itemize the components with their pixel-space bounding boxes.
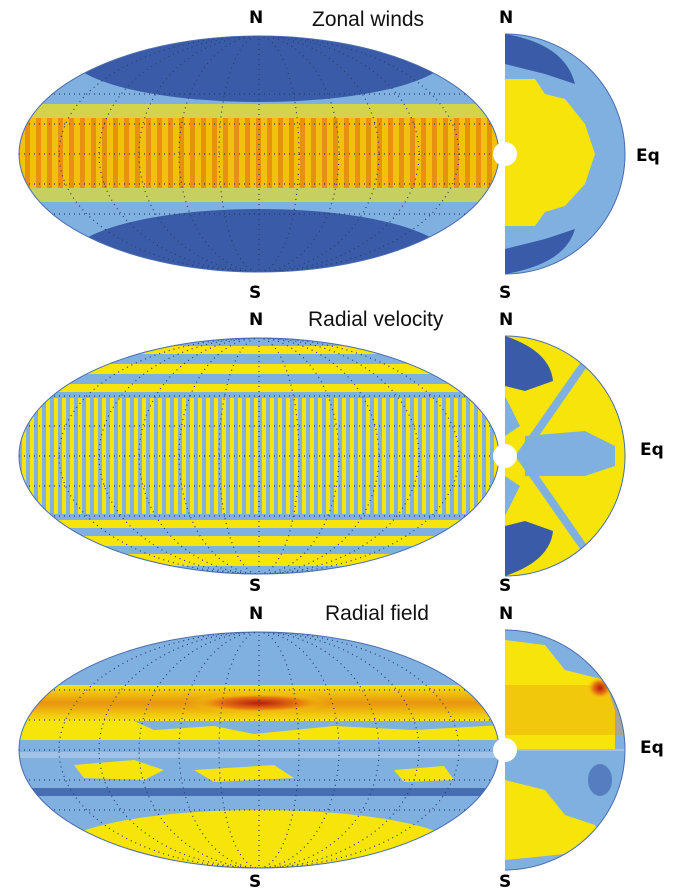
equator-label: Eq [640, 738, 664, 758]
mollweide-map [18, 631, 500, 869]
mollweide-map [18, 337, 500, 575]
map-south-label: S [249, 283, 262, 303]
map-south-label: S [249, 872, 262, 892]
panel-title: Zonal winds [312, 8, 425, 31]
map-south-label: S [249, 576, 262, 596]
meridional-section [493, 33, 626, 275]
map-north-label: N [249, 604, 264, 624]
section-south-label: S [499, 872, 512, 892]
section-north-label: N [499, 310, 514, 330]
map-north-label: N [249, 310, 264, 330]
panel-title: Radial velocity [308, 308, 444, 331]
equator-label: Eq [640, 440, 664, 460]
section-south-label: S [499, 283, 512, 303]
panel-zonal-winds: N Zonal winds N [0, 0, 676, 303]
section-north-label: N [499, 604, 514, 624]
equator-label: Eq [636, 146, 660, 166]
meridional-section [493, 629, 626, 871]
mollweide-map [18, 35, 500, 273]
panel-radial-velocity: N Radial velocity N [0, 300, 676, 600]
section-south-label: S [499, 576, 512, 596]
panel-radial-field: N Radial field N [0, 600, 676, 892]
meridional-section [493, 335, 626, 577]
map-north-label: N [249, 8, 264, 28]
section-north-label: N [499, 8, 514, 28]
panel-title: Radial field [325, 602, 429, 625]
